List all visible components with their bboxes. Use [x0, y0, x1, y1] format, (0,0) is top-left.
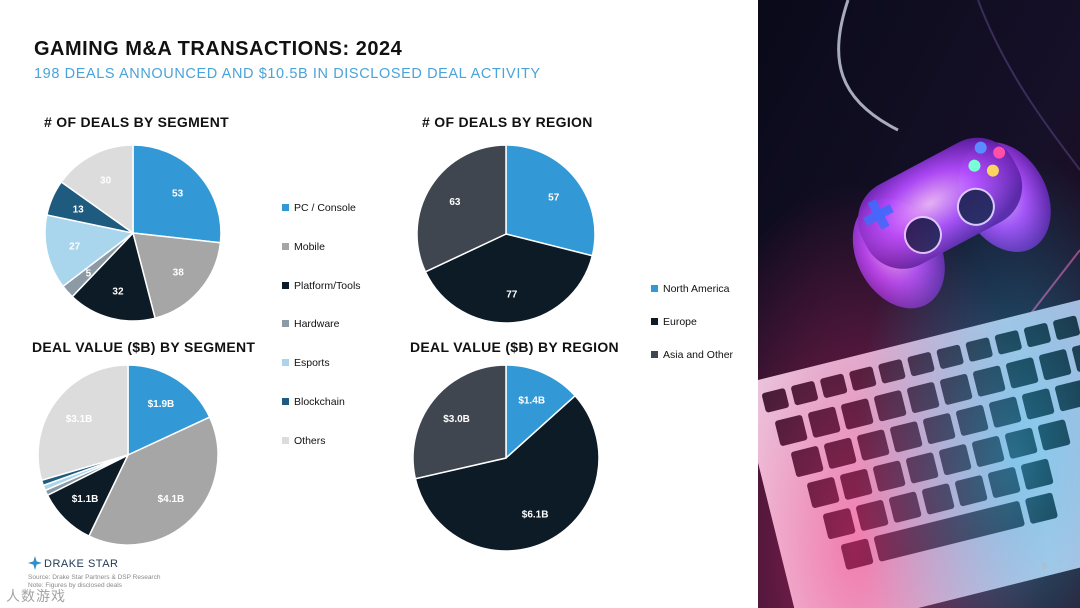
- controller-keyboard-image: [758, 0, 1080, 608]
- pie-slice-platform-tools: [71, 231, 157, 322]
- legend-swatch: [282, 436, 289, 444]
- legend-item: Platform/Tools: [282, 280, 361, 292]
- data-label: $1.9B: [148, 399, 175, 410]
- legend-label: Others: [294, 434, 326, 447]
- legend-swatch: [651, 285, 658, 292]
- source-line-1: Source: Drake Star Partners & DSP Resear…: [28, 574, 161, 581]
- legend-item: North America: [651, 283, 730, 295]
- pie-slice-asia-and-other: [412, 364, 507, 480]
- pie-slice-mobile: [87, 416, 219, 546]
- legend-item: Blockchain: [282, 396, 345, 408]
- legend-item: Asia and Other: [651, 349, 733, 361]
- pie-slice-europe: [414, 394, 600, 552]
- slide-title: GAMING M&A TRANSACTIONS: 2024: [34, 38, 403, 60]
- legend-label: Hardware: [294, 318, 340, 331]
- data-label: $3.1B: [66, 414, 93, 425]
- pie-slice-north-america: [505, 144, 596, 257]
- legend-item: PC / Console: [282, 202, 356, 214]
- pie-chart-value-by-region: $1.4B $6.1B $3.0B: [412, 364, 600, 552]
- pie-chart-deals-by-segment: 53 38 32 5 27 13 30: [44, 144, 222, 322]
- chart-title-deals-by-region: # OF DEALS BY REGION: [422, 114, 593, 130]
- data-label: 53: [172, 189, 184, 200]
- logo-text: DRAKE STAR: [44, 558, 119, 570]
- data-label: 63: [449, 197, 461, 208]
- chart-title-deals-by-segment: # OF DEALS BY SEGMENT: [44, 114, 229, 130]
- data-label: $6.1B: [522, 510, 549, 521]
- legend-swatch: [282, 281, 289, 289]
- page-number: 6: [1042, 561, 1048, 571]
- data-label: 32: [112, 286, 124, 297]
- legend-label: Asia and Other: [663, 349, 734, 361]
- drake-star-logo: DRAKE STAR: [28, 556, 118, 570]
- data-label: $1.4B: [518, 396, 545, 407]
- legend-label: Esports: [294, 357, 330, 370]
- data-label: 27: [69, 242, 81, 253]
- chart-title-value-by-region: DEAL VALUE ($B) BY REGION: [410, 339, 619, 355]
- data-label: 38: [173, 268, 185, 279]
- legend-label: Mobile: [294, 240, 325, 253]
- pie-slice-mobile: [132, 232, 222, 320]
- legend-label: North America: [663, 283, 730, 295]
- gaming-setup-photo: [758, 0, 1080, 608]
- pie-slice-pc-console: [127, 364, 211, 457]
- watermark-logo: 人数游戏: [6, 588, 66, 604]
- pie-chart-value-by-segment: $1.9B $4.1B $1.1B $3.1B: [37, 364, 219, 546]
- data-label: $1.1B: [72, 494, 99, 505]
- legend-item: Hardware: [282, 318, 340, 330]
- legend-label: Platform/Tools: [294, 279, 361, 292]
- data-label: 13: [73, 205, 85, 216]
- legend-item: Mobile: [282, 241, 325, 253]
- pie-slice-esports: [44, 214, 135, 288]
- pie-slice-north-america: [505, 364, 577, 460]
- data-label: 77: [506, 290, 518, 301]
- legend-swatch: [651, 351, 658, 358]
- legend-label: PC / Console: [294, 202, 356, 214]
- legend-label: Europe: [663, 316, 697, 328]
- pie-slice-asia-and-other: [416, 144, 507, 273]
- legend-swatch: [282, 359, 289, 367]
- pie-slice-europe: [424, 233, 594, 324]
- data-label: $4.1B: [158, 494, 185, 505]
- legend-swatch: [651, 318, 658, 325]
- source-line-2: Note: Figures by disclosed deals: [28, 582, 122, 589]
- legend-item: Europe: [651, 316, 697, 328]
- legend-item: Esports: [282, 357, 330, 369]
- pie-chart-deals-by-region: 57 77 63: [416, 144, 596, 324]
- pie-slice-others: [37, 364, 129, 482]
- pie-slice-pc-console: [132, 144, 222, 244]
- legend-label: Blockchain: [294, 396, 345, 408]
- star-icon: [28, 556, 42, 570]
- data-label: 5: [86, 268, 92, 279]
- legend-swatch: [282, 320, 289, 328]
- data-label: 30: [100, 175, 112, 186]
- legend-swatch: [282, 398, 289, 405]
- slide: GAMING M&A TRANSACTIONS: 2024 198 DEALS …: [6, 38, 734, 604]
- slide-subtitle: 198 DEALS ANNOUNCED AND $10.5B IN DISCLO…: [34, 66, 541, 82]
- legend-swatch: [282, 242, 289, 250]
- chart-title-value-by-segment: DEAL VALUE ($B) BY SEGMENT: [32, 339, 256, 355]
- source-note: Source: Drake Star Partners & DSP Resear…: [28, 574, 160, 590]
- data-label: 57: [548, 192, 560, 203]
- legend-item: Others: [282, 435, 326, 447]
- pie-slice-others: [60, 144, 134, 235]
- data-label: $3.0B: [443, 414, 470, 425]
- legend-swatch: [282, 204, 289, 211]
